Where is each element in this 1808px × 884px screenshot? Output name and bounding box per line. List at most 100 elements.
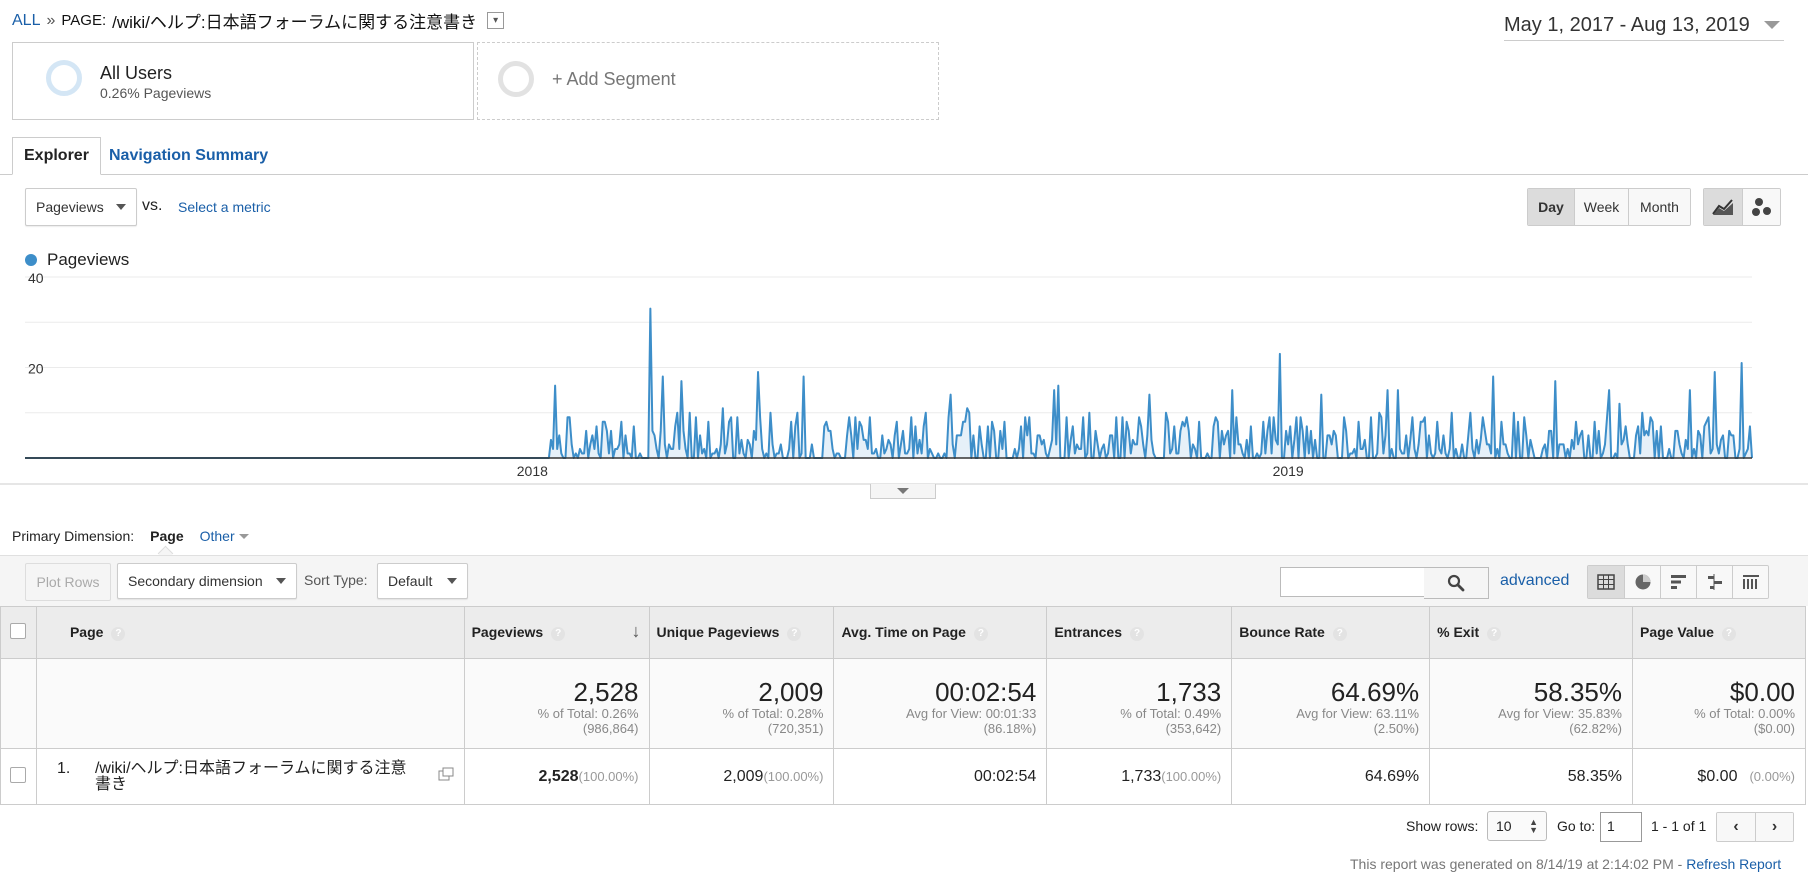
motion-chart-icon[interactable] <box>1742 189 1780 225</box>
segment-name: All Users <box>100 63 173 83</box>
select-metric-link[interactable]: Select a metric <box>178 199 271 215</box>
rows-per-page-select[interactable]: 10 ▲ ▼ <box>1487 811 1547 841</box>
plot-rows-button[interactable]: Plot Rows <box>25 563 111 601</box>
row-unique-value: 2,009 <box>723 767 764 785</box>
metric-select[interactable]: Pageviews <box>25 188 137 226</box>
chart-type-buttons <box>1703 188 1781 226</box>
month-button[interactable]: Month <box>1628 189 1690 225</box>
breadcrumb-page-path: /wiki/ヘルプ:日本語フォーラムに関する注意書き <box>112 13 478 32</box>
chart-collapse-toggle[interactable] <box>870 484 936 499</box>
row-entrances-value: 1,733 <box>1121 767 1162 785</box>
col-page[interactable]: Page? <box>35 606 465 659</box>
primary-dimension-page[interactable]: Page <box>150 528 184 544</box>
search-button[interactable] <box>1424 567 1489 599</box>
row-bounce-value: 64.69% <box>1364 767 1420 785</box>
col-bounce-rate[interactable]: Bounce Rate? <box>1231 606 1431 659</box>
day-button[interactable]: Day <box>1528 189 1574 225</box>
week-button[interactable]: Week <box>1574 189 1628 225</box>
totals-blank-cell <box>35 658 465 749</box>
row-page-link[interactable]: /wiki/ヘルプ:日本語フォーラムに関する注意 <box>94 759 407 777</box>
col-avg-time[interactable]: Avg. Time on Page? <box>833 606 1048 659</box>
col-entrances[interactable]: Entrances? <box>1046 606 1233 659</box>
breadcrumb-all-link[interactable]: ALL <box>12 11 41 29</box>
primary-dimension-other[interactable]: Other <box>200 528 249 544</box>
help-icon[interactable]: ? <box>787 626 802 641</box>
total-value: 2,009 <box>758 677 824 707</box>
advanced-filter-link[interactable]: advanced <box>1500 572 1570 589</box>
goto-page-input[interactable]: 1 <box>1600 812 1642 842</box>
table-view-buttons <box>1587 565 1769 599</box>
table-search-input[interactable] <box>1280 567 1426 597</box>
row-pageviews-value: 2,528 <box>538 767 579 785</box>
help-icon[interactable]: ? <box>551 626 566 641</box>
select-all-cell <box>0 606 37 659</box>
help-icon[interactable]: ? <box>973 626 988 641</box>
col-pageviews-label: Pageviews <box>471 624 544 641</box>
add-segment-label: + Add Segment <box>552 69 676 89</box>
x-tick-label: 2018 <box>517 463 548 479</box>
tab-explorer[interactable]: Explorer <box>12 137 101 175</box>
col-page-label: Page <box>69 624 104 641</box>
comparison-view-icon[interactable] <box>1696 566 1732 598</box>
totals-blank-cell <box>0 658 37 749</box>
total-exit: 58.35% Avg for View: 35.83% (62.82%) <box>1429 658 1633 749</box>
total-page-value: $0.00% of Total: 0.00% ($0.00) <box>1631 658 1807 749</box>
col-exit[interactable]: % Exit? <box>1429 606 1633 659</box>
legend-dot-icon <box>25 254 37 266</box>
total-value: 1,733 <box>1156 677 1222 707</box>
segment-detail: 0.26% Pageviews <box>100 85 212 101</box>
total-note: (86.18%) <box>983 721 1037 736</box>
row-page-cell: 1. /wiki/ヘルプ:日本語フォーラムに関する注意 書き <box>35 748 465 805</box>
pivot-view-icon[interactable] <box>1732 566 1768 598</box>
total-note: % of Total: 0.49% <box>1120 706 1222 721</box>
pie-view-icon[interactable] <box>1624 566 1660 598</box>
refresh-report-link[interactable]: Refresh Report <box>1686 856 1782 872</box>
row-page-link-cont[interactable]: 書き <box>94 775 127 793</box>
total-note: (720,351) <box>767 721 824 736</box>
help-icon[interactable]: ? <box>1332 626 1347 641</box>
col-page-value[interactable]: Page Value? <box>1631 606 1807 659</box>
row-index: 1. <box>56 759 71 777</box>
add-segment-button[interactable]: + Add Segment <box>477 42 939 120</box>
date-range-picker[interactable]: May 1, 2017 - Aug 13, 2019 <box>1504 10 1784 41</box>
tab-navigation-summary[interactable]: Navigation Summary <box>109 147 269 164</box>
breadcrumb-dropdown-icon[interactable]: ▾ <box>487 12 505 29</box>
prev-page-button[interactable]: ‹ <box>1717 813 1755 841</box>
row-checkbox[interactable] <box>10 767 27 783</box>
breadcrumb-page-prefix: PAGE: <box>61 12 107 29</box>
open-external-icon[interactable] <box>438 767 454 784</box>
sort-type-select[interactable]: Default <box>377 563 468 599</box>
x-tick-label: 2019 <box>1273 463 1304 479</box>
row-avg-time-value: 00:02:54 <box>974 767 1037 785</box>
total-value: 64.69% <box>1330 677 1420 707</box>
row-pageviews-pct: (100.00%) <box>578 768 639 784</box>
line-chart-icon[interactable] <box>1704 189 1742 225</box>
performance-view-icon[interactable] <box>1660 566 1696 598</box>
primary-dimension-bar: Primary Dimension: Page Other <box>12 528 249 544</box>
total-note: ($0.00) <box>1753 721 1795 736</box>
row-page-value: $0.00 (0.00%) <box>1631 748 1807 805</box>
help-icon[interactable]: ? <box>1130 626 1145 641</box>
segment-ring-icon <box>46 60 82 96</box>
segment-all-users[interactable]: All Users 0.26% Pageviews <box>12 42 474 120</box>
rows-per-page-value: 10 <box>1496 818 1512 834</box>
row-page-value-pct: (0.00%) <box>1749 768 1795 784</box>
row-avg-time: 00:02:54 <box>833 748 1048 805</box>
col-unique-pageviews[interactable]: Unique Pageviews? <box>648 606 835 659</box>
help-icon[interactable]: ? <box>111 626 126 641</box>
total-avg-time: 00:02:54 Avg for View: 00:01:33 (86.18%) <box>833 658 1048 749</box>
select-all-checkbox[interactable] <box>10 623 27 639</box>
chevron-down-icon <box>447 578 457 584</box>
total-note: % of Total: 0.26% <box>537 706 639 721</box>
col-pageviews[interactable]: Pageviews? ↓ <box>463 606 650 659</box>
help-icon[interactable]: ? <box>1721 626 1736 641</box>
total-note: % of Total: 0.00% <box>1694 706 1795 721</box>
secondary-dimension-select[interactable]: Secondary dimension <box>117 563 297 599</box>
pagination-buttons: ‹ › <box>1716 812 1794 842</box>
help-icon[interactable]: ? <box>1487 626 1502 641</box>
total-note: (62.82%) <box>1569 721 1622 736</box>
pageviews-chart: 40 20 2018 2019 <box>0 270 1808 485</box>
report-generated-note: This report was generated on 8/14/19 at … <box>1350 856 1781 872</box>
table-view-icon[interactable] <box>1588 566 1624 598</box>
next-page-button[interactable]: › <box>1755 813 1793 841</box>
